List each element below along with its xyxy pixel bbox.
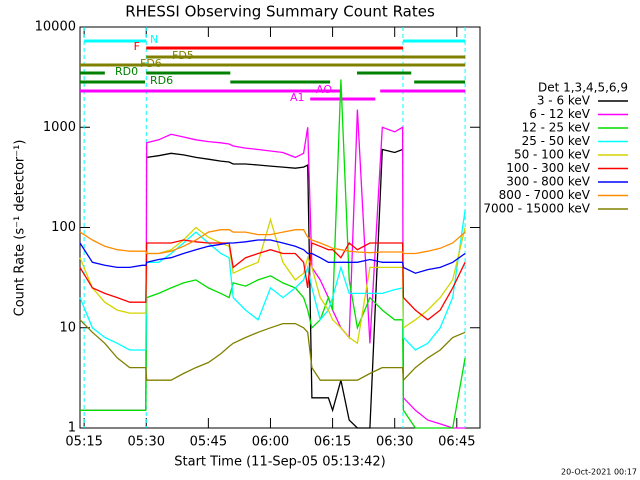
flag-label: FD6 [140,57,162,70]
flag-label: F [134,40,140,53]
series-line [79,239,466,274]
y-tick-label: 10000 [35,20,76,35]
legend-title: Det 1,3,4,5,6,9 [538,81,628,95]
flag-label: A1 [290,91,305,104]
legend-label: 3 - 6 keV [537,94,591,108]
flag-label: AO [316,83,332,96]
x-tick-label: 05:15 [65,435,102,450]
legend-label: 7000 - 15000 keV [483,202,590,216]
x-tick-label: 05:45 [190,435,227,450]
series-line [146,148,403,429]
legend-label: 12 - 25 keV [522,121,591,135]
y-axis-label: Count Rate (s⁻¹ detector⁻¹) [13,140,28,317]
x-axis-label: Start Time (11-Sep-05 05:13:42) [174,455,385,470]
legend-label: 6 - 12 keV [529,107,591,121]
chart-title: RHESSI Observing Summary Count Rates [125,3,435,21]
legend-label: 25 - 50 keV [522,134,591,148]
x-tick-label: 06:00 [252,435,289,450]
y-tick-label: 1000 [43,120,76,135]
y-tick-label: 1 [68,421,76,436]
series-line [79,319,466,382]
flag-label: N [150,33,158,46]
series-line [79,229,466,255]
x-tick-label: 06:30 [376,435,413,450]
y-tick-label: 10 [59,320,76,335]
flag-label: RD0 [115,65,138,78]
legend-label: 50 - 100 keV [514,148,591,162]
x-tick-label: 06:45 [438,435,475,450]
series-line [80,79,466,429]
series-line [79,239,466,321]
legend-label: 100 - 300 keV [506,161,590,175]
flag-label: FD5 [172,49,194,62]
x-tick-label: 06:15 [314,435,351,450]
x-tick-label: 05:30 [128,435,165,450]
timestamp: 20-Oct-2021 00:17 [561,468,637,477]
flag-label: RD6 [150,74,173,87]
y-tick-label: 100 [51,220,76,235]
legend-label: 800 - 7000 keV [499,188,591,202]
legend-label: 300 - 800 keV [506,175,590,189]
